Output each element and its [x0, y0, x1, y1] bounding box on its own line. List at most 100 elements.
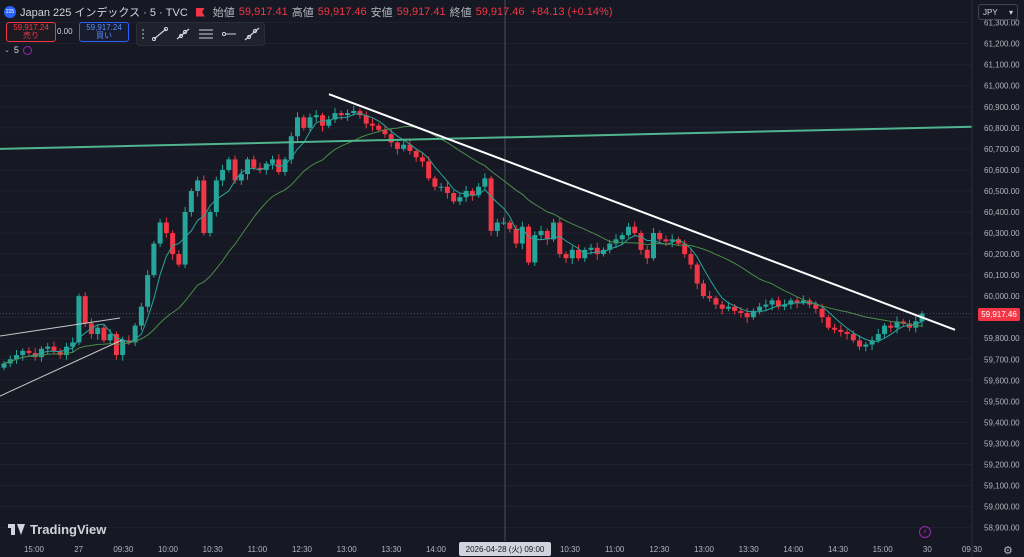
candle-body	[220, 169, 226, 181]
flag-icon[interactable]	[195, 7, 205, 17]
high-label: 高値	[291, 7, 314, 19]
candle-body	[457, 197, 463, 202]
channel-line-upper	[0, 317, 121, 337]
candle-body	[307, 117, 313, 128]
candle-body	[775, 300, 781, 307]
candle-body	[900, 321, 906, 324]
candle-body	[619, 235, 625, 240]
candle-body	[13, 355, 19, 360]
x-tick-label: 14:00	[426, 545, 447, 554]
candle-body	[869, 340, 875, 345]
candle-body	[157, 222, 163, 244]
candle-body	[757, 306, 763, 311]
x-tick-label: 14:00	[783, 545, 804, 554]
low-value: 59,917.41	[396, 6, 446, 18]
x-tick-label: 11:00	[248, 545, 268, 554]
candle-body	[719, 304, 725, 309]
extended-line-icon[interactable]	[244, 27, 260, 41]
candle-body	[863, 344, 869, 347]
candle-body	[713, 298, 719, 305]
y-tick-label: 61,000.00	[984, 82, 1020, 91]
candle-body	[576, 249, 582, 259]
candle-body	[170, 233, 176, 255]
current-price-label: 59,917.46	[978, 308, 1020, 321]
x-tick-label: 10:30	[203, 545, 224, 554]
horizontal-ray-icon[interactable]	[221, 27, 237, 41]
y-tick-label: 60,000.00	[984, 292, 1020, 301]
x-tick-label: 27	[74, 545, 83, 554]
y-tick-label: 60,400.00	[984, 208, 1020, 217]
moving-average-fast	[3, 112, 923, 364]
candle-body	[145, 275, 151, 307]
candle-body	[825, 317, 831, 328]
candle-body	[413, 150, 419, 158]
candle-body	[888, 325, 894, 328]
y-tick-label: 59,200.00	[984, 460, 1020, 469]
candle-body	[632, 226, 638, 234]
candle-body	[57, 350, 63, 356]
candle-body	[407, 144, 413, 151]
close-value: 59,917.46	[475, 6, 525, 18]
indicator-toggle[interactable]: ⌄ 5	[4, 45, 32, 55]
candle-body	[76, 296, 82, 343]
candle-body	[388, 134, 394, 143]
candle-body	[245, 159, 251, 175]
candle-body	[1, 363, 7, 368]
candle-body	[738, 310, 744, 313]
candle-body	[725, 306, 731, 309]
candle-body	[45, 346, 51, 349]
candle-body	[70, 342, 76, 347]
candle-body	[832, 327, 838, 330]
buy-button[interactable]: 59,917.24 買い	[79, 22, 129, 42]
candle-body	[526, 226, 532, 263]
candle-body	[650, 233, 656, 259]
candle-body	[107, 334, 113, 341]
candle-body	[838, 329, 844, 332]
candle-body	[201, 180, 207, 234]
candle-body	[882, 325, 888, 335]
candle-body	[363, 115, 369, 124]
candle-body	[663, 239, 669, 242]
x-tick-label: 15:00	[24, 545, 45, 554]
y-tick-label: 61,100.00	[984, 61, 1020, 70]
candle-body	[101, 327, 107, 341]
candle-body	[769, 300, 775, 305]
trend-line-icon[interactable]	[151, 27, 168, 41]
candle-body	[451, 193, 457, 202]
drag-handle-icon[interactable]	[140, 28, 145, 40]
candle-body	[682, 243, 688, 255]
ray-icon[interactable]	[175, 27, 191, 41]
y-tick-label: 60,800.00	[984, 124, 1020, 133]
candle-body	[476, 186, 482, 196]
x-tick-label: 13:30	[381, 545, 402, 554]
candle-body	[213, 180, 219, 212]
currency-selector[interactable]: JPY ▾	[978, 4, 1018, 20]
candle-body	[594, 247, 600, 255]
x-tick-label: 10:00	[158, 545, 179, 554]
candle-body	[844, 331, 850, 335]
tradingview-logo[interactable]: TradingView	[8, 522, 106, 537]
gear-icon[interactable]: ⚙	[1003, 545, 1013, 557]
symbol-logo-icon: 225	[4, 6, 16, 18]
candle-body	[351, 110, 357, 114]
candle-body	[607, 243, 613, 250]
sell-button[interactable]: 59,917.24 売り	[6, 22, 56, 42]
candle-body	[270, 159, 276, 164]
sell-price: 59,917.24	[13, 23, 49, 32]
symbol-title[interactable]: Japan 225 インデックス · 5 · TVC	[20, 7, 188, 19]
candle-body	[251, 159, 257, 168]
y-tick-label: 60,200.00	[984, 250, 1020, 259]
candle-body	[482, 178, 488, 187]
candle-body	[326, 119, 332, 126]
low-label: 安値	[370, 7, 393, 19]
lightning-icon[interactable]: ⚡	[919, 526, 931, 538]
candle-body	[276, 159, 282, 173]
y-tick-label: 60,900.00	[984, 103, 1020, 112]
candle-body	[226, 159, 232, 170]
candle-body	[401, 144, 407, 149]
parallel-channel-icon[interactable]	[198, 27, 214, 41]
buy-price: 59,917.24	[86, 23, 122, 32]
candle-body	[176, 254, 182, 265]
candle-body	[126, 340, 132, 343]
